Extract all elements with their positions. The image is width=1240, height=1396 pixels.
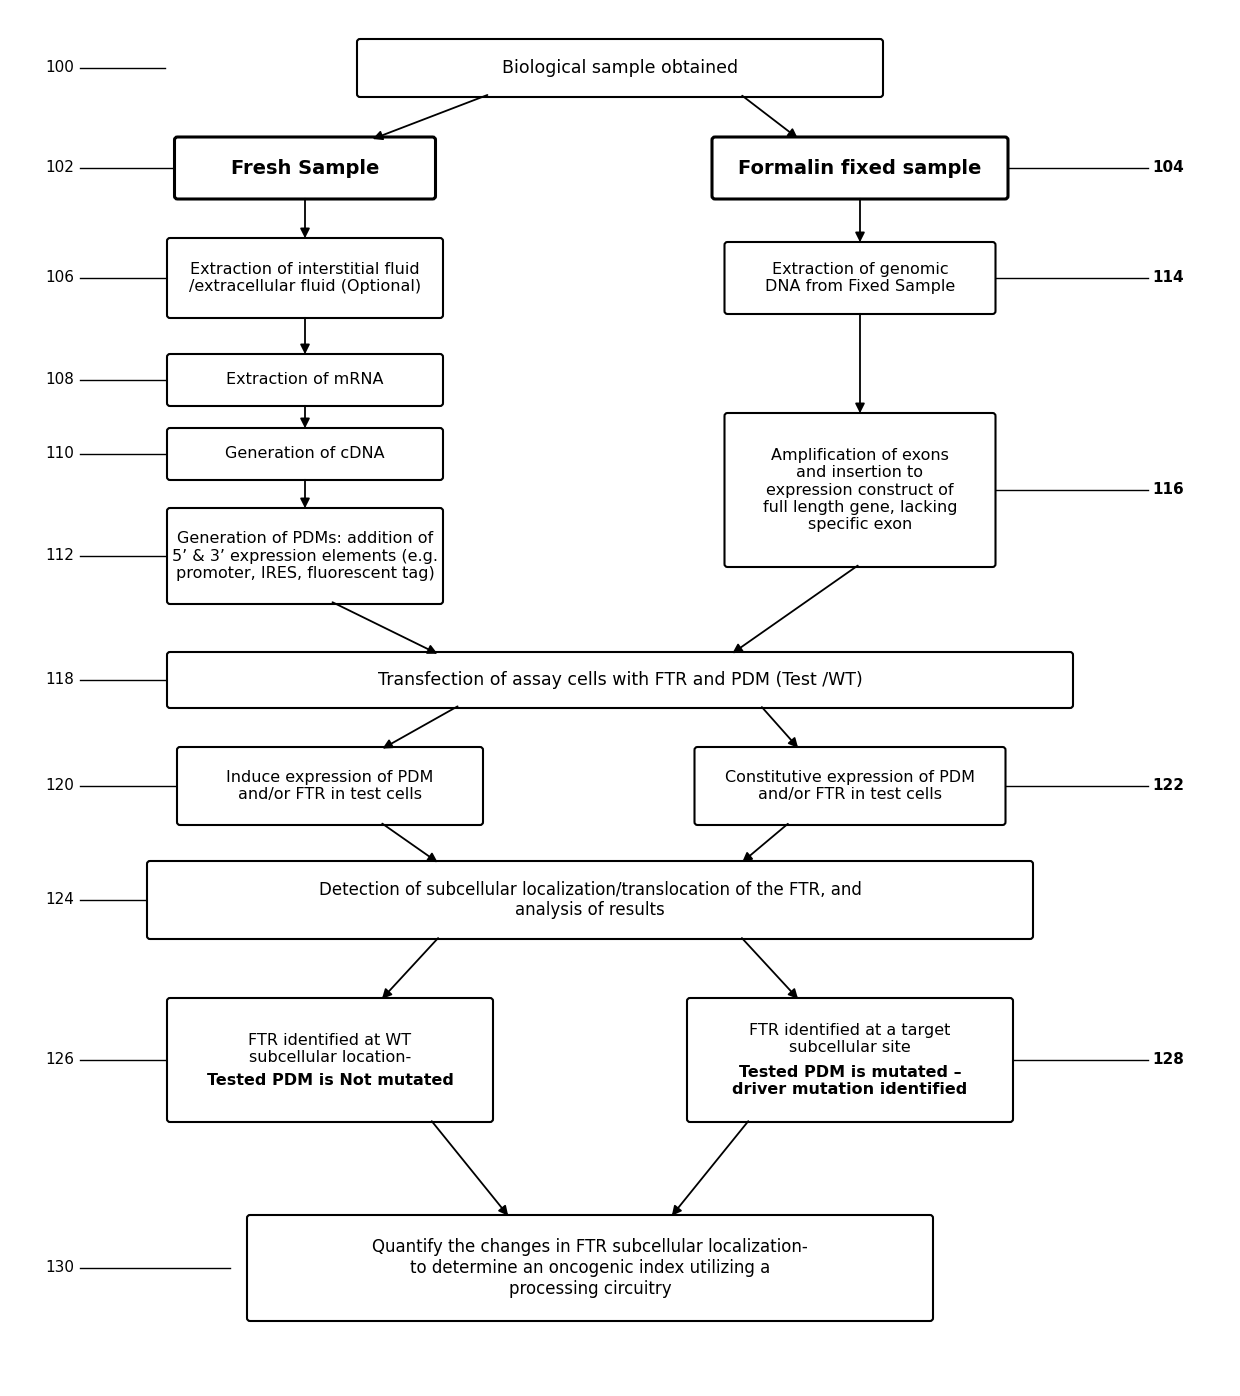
Text: 102: 102 <box>46 161 74 176</box>
Text: 128: 128 <box>1152 1053 1184 1068</box>
Text: 130: 130 <box>46 1261 74 1276</box>
Text: 114: 114 <box>1152 271 1184 286</box>
Text: Formalin fixed sample: Formalin fixed sample <box>738 159 982 177</box>
Text: Fresh Sample: Fresh Sample <box>231 159 379 177</box>
FancyBboxPatch shape <box>357 39 883 96</box>
Text: 124: 124 <box>46 892 74 907</box>
Text: 104: 104 <box>1152 161 1184 176</box>
FancyBboxPatch shape <box>177 747 484 825</box>
FancyBboxPatch shape <box>167 237 443 318</box>
Text: 116: 116 <box>1152 483 1184 497</box>
Text: 100: 100 <box>46 60 74 75</box>
Text: 122: 122 <box>1152 779 1184 793</box>
Text: 106: 106 <box>46 271 74 286</box>
FancyBboxPatch shape <box>167 508 443 604</box>
Text: Biological sample obtained: Biological sample obtained <box>502 59 738 77</box>
Text: Tested PDM is Not mutated: Tested PDM is Not mutated <box>207 1074 454 1089</box>
Text: Amplification of exons
and insertion to
expression construct of
full length gene: Amplification of exons and insertion to … <box>763 448 957 532</box>
Text: Generation of PDMs: addition of
5’ & 3’ expression elements (e.g.
promoter, IRES: Generation of PDMs: addition of 5’ & 3’ … <box>172 530 438 581</box>
Text: 126: 126 <box>46 1053 74 1068</box>
FancyBboxPatch shape <box>712 137 1008 200</box>
Text: Extraction of mRNA: Extraction of mRNA <box>226 373 383 388</box>
Text: 108: 108 <box>46 373 74 388</box>
FancyBboxPatch shape <box>687 998 1013 1122</box>
Text: 118: 118 <box>46 673 74 687</box>
FancyBboxPatch shape <box>247 1215 932 1321</box>
FancyBboxPatch shape <box>724 242 996 314</box>
Text: FTR identified at WT
subcellular location-: FTR identified at WT subcellular locatio… <box>248 1033 412 1065</box>
FancyBboxPatch shape <box>724 413 996 567</box>
FancyBboxPatch shape <box>148 861 1033 940</box>
Text: 110: 110 <box>46 447 74 462</box>
Text: Extraction of genomic
DNA from Fixed Sample: Extraction of genomic DNA from Fixed Sam… <box>765 262 955 295</box>
Text: Transfection of assay cells with FTR and PDM (Test /WT): Transfection of assay cells with FTR and… <box>378 671 862 690</box>
Text: Induce expression of PDM
and/or FTR in test cells: Induce expression of PDM and/or FTR in t… <box>227 769 434 803</box>
FancyBboxPatch shape <box>167 355 443 406</box>
FancyBboxPatch shape <box>175 137 435 200</box>
FancyBboxPatch shape <box>167 998 494 1122</box>
Text: 120: 120 <box>46 779 74 793</box>
Text: FTR identified at a target
subcellular site: FTR identified at a target subcellular s… <box>749 1023 951 1055</box>
Text: Quantify the changes in FTR subcellular localization-
to determine an oncogenic : Quantify the changes in FTR subcellular … <box>372 1238 808 1298</box>
Text: Extraction of interstitial fluid
/extracellular fluid (Optional): Extraction of interstitial fluid /extrac… <box>188 262 422 295</box>
Text: Constitutive expression of PDM
and/or FTR in test cells: Constitutive expression of PDM and/or FT… <box>725 769 975 803</box>
Text: 112: 112 <box>46 549 74 564</box>
Text: Tested PDM is mutated –
driver mutation identified: Tested PDM is mutated – driver mutation … <box>733 1065 967 1097</box>
Text: Generation of cDNA: Generation of cDNA <box>226 447 384 462</box>
FancyBboxPatch shape <box>694 747 1006 825</box>
Text: Detection of subcellular localization/translocation of the FTR, and
analysis of : Detection of subcellular localization/tr… <box>319 881 862 920</box>
FancyBboxPatch shape <box>167 652 1073 708</box>
FancyBboxPatch shape <box>167 429 443 480</box>
